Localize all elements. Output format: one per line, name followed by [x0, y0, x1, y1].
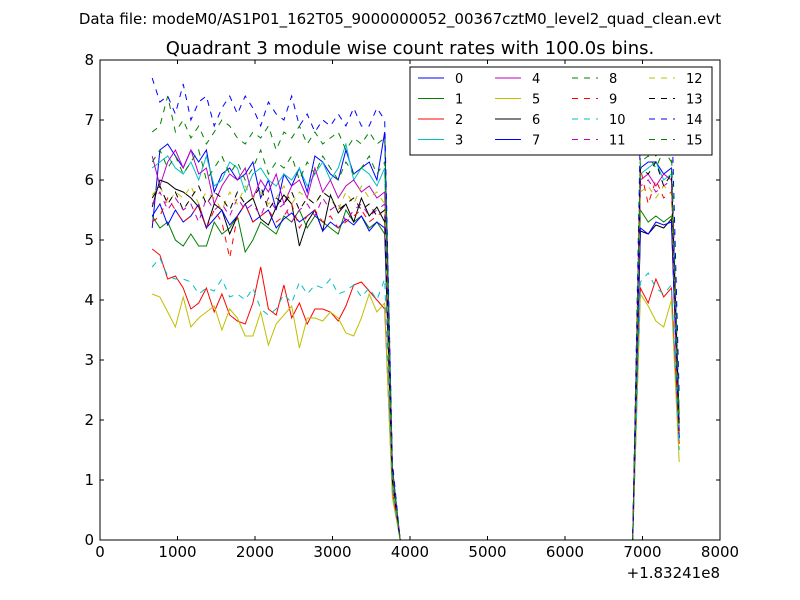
y-tick-label: 3	[84, 351, 94, 369]
series-line-4	[151, 148, 680, 541]
series-line-3	[151, 142, 680, 541]
legend-label-0: 0	[455, 72, 463, 87]
legend-box	[409, 66, 713, 156]
axis-ticks: 0 1000 2000 3000 4000 5000 6000 7000 80000123456…	[84, 51, 739, 561]
legend-label-6: 6	[532, 113, 540, 128]
legend-label-14: 14	[686, 113, 703, 128]
series-line-1	[151, 208, 680, 541]
legend-label-4: 4	[532, 72, 540, 87]
series-line-6	[151, 179, 680, 541]
legend-label-8: 8	[609, 72, 617, 87]
series-line-5	[152, 292, 680, 541]
y-tick-label: 7	[84, 111, 94, 129]
series-line-15	[151, 148, 680, 541]
legend-label-2: 2	[455, 113, 463, 128]
series-line-12	[151, 184, 680, 541]
x-offset-label: +1.83241e8	[627, 564, 720, 582]
legend-label-1: 1	[455, 93, 463, 108]
legend-label-5: 5	[532, 93, 540, 108]
x-tick-label: 8000	[701, 543, 739, 561]
x-tick-label: 3000	[313, 543, 351, 561]
y-tick-label: 6	[84, 171, 94, 189]
series-line-7	[151, 202, 680, 541]
x-tick-label: 2000	[236, 543, 274, 561]
y-tick-label: 2	[84, 411, 94, 429]
y-tick-label: 5	[84, 231, 94, 249]
x-tick-label: 4000	[391, 543, 429, 561]
chart-title: Quadrant 3 module wise count rates with …	[166, 38, 655, 59]
legend-label-10: 10	[609, 113, 626, 128]
series-line-11	[151, 179, 680, 541]
x-tick-label: 7000	[623, 543, 661, 561]
legend-label-15: 15	[686, 134, 703, 149]
legend-label-9: 9	[609, 93, 617, 108]
y-tick-label: 4	[84, 291, 94, 309]
y-tick-label: 1	[84, 471, 94, 489]
y-tick-label: 8	[84, 51, 94, 69]
x-tick-label: 1000	[158, 543, 196, 561]
x-tick-label: 6000	[546, 543, 584, 561]
x-tick-label: 5000	[468, 543, 506, 561]
legend-label-12: 12	[686, 72, 703, 87]
series-line-0	[151, 131, 680, 541]
legend-label-13: 13	[686, 93, 703, 108]
series-line-10	[151, 257, 680, 541]
chart-suptitle: Data file: modeM0/AS1P01_162T05_90000000…	[79, 10, 721, 29]
legend-label-11: 11	[609, 134, 626, 149]
x-tick-label: 0	[95, 543, 105, 561]
y-tick-label: 0	[84, 531, 94, 549]
series-line-13	[151, 160, 680, 541]
legend-label-3: 3	[455, 134, 463, 149]
series-line-2	[151, 248, 680, 541]
legend-label-7: 7	[532, 134, 540, 149]
